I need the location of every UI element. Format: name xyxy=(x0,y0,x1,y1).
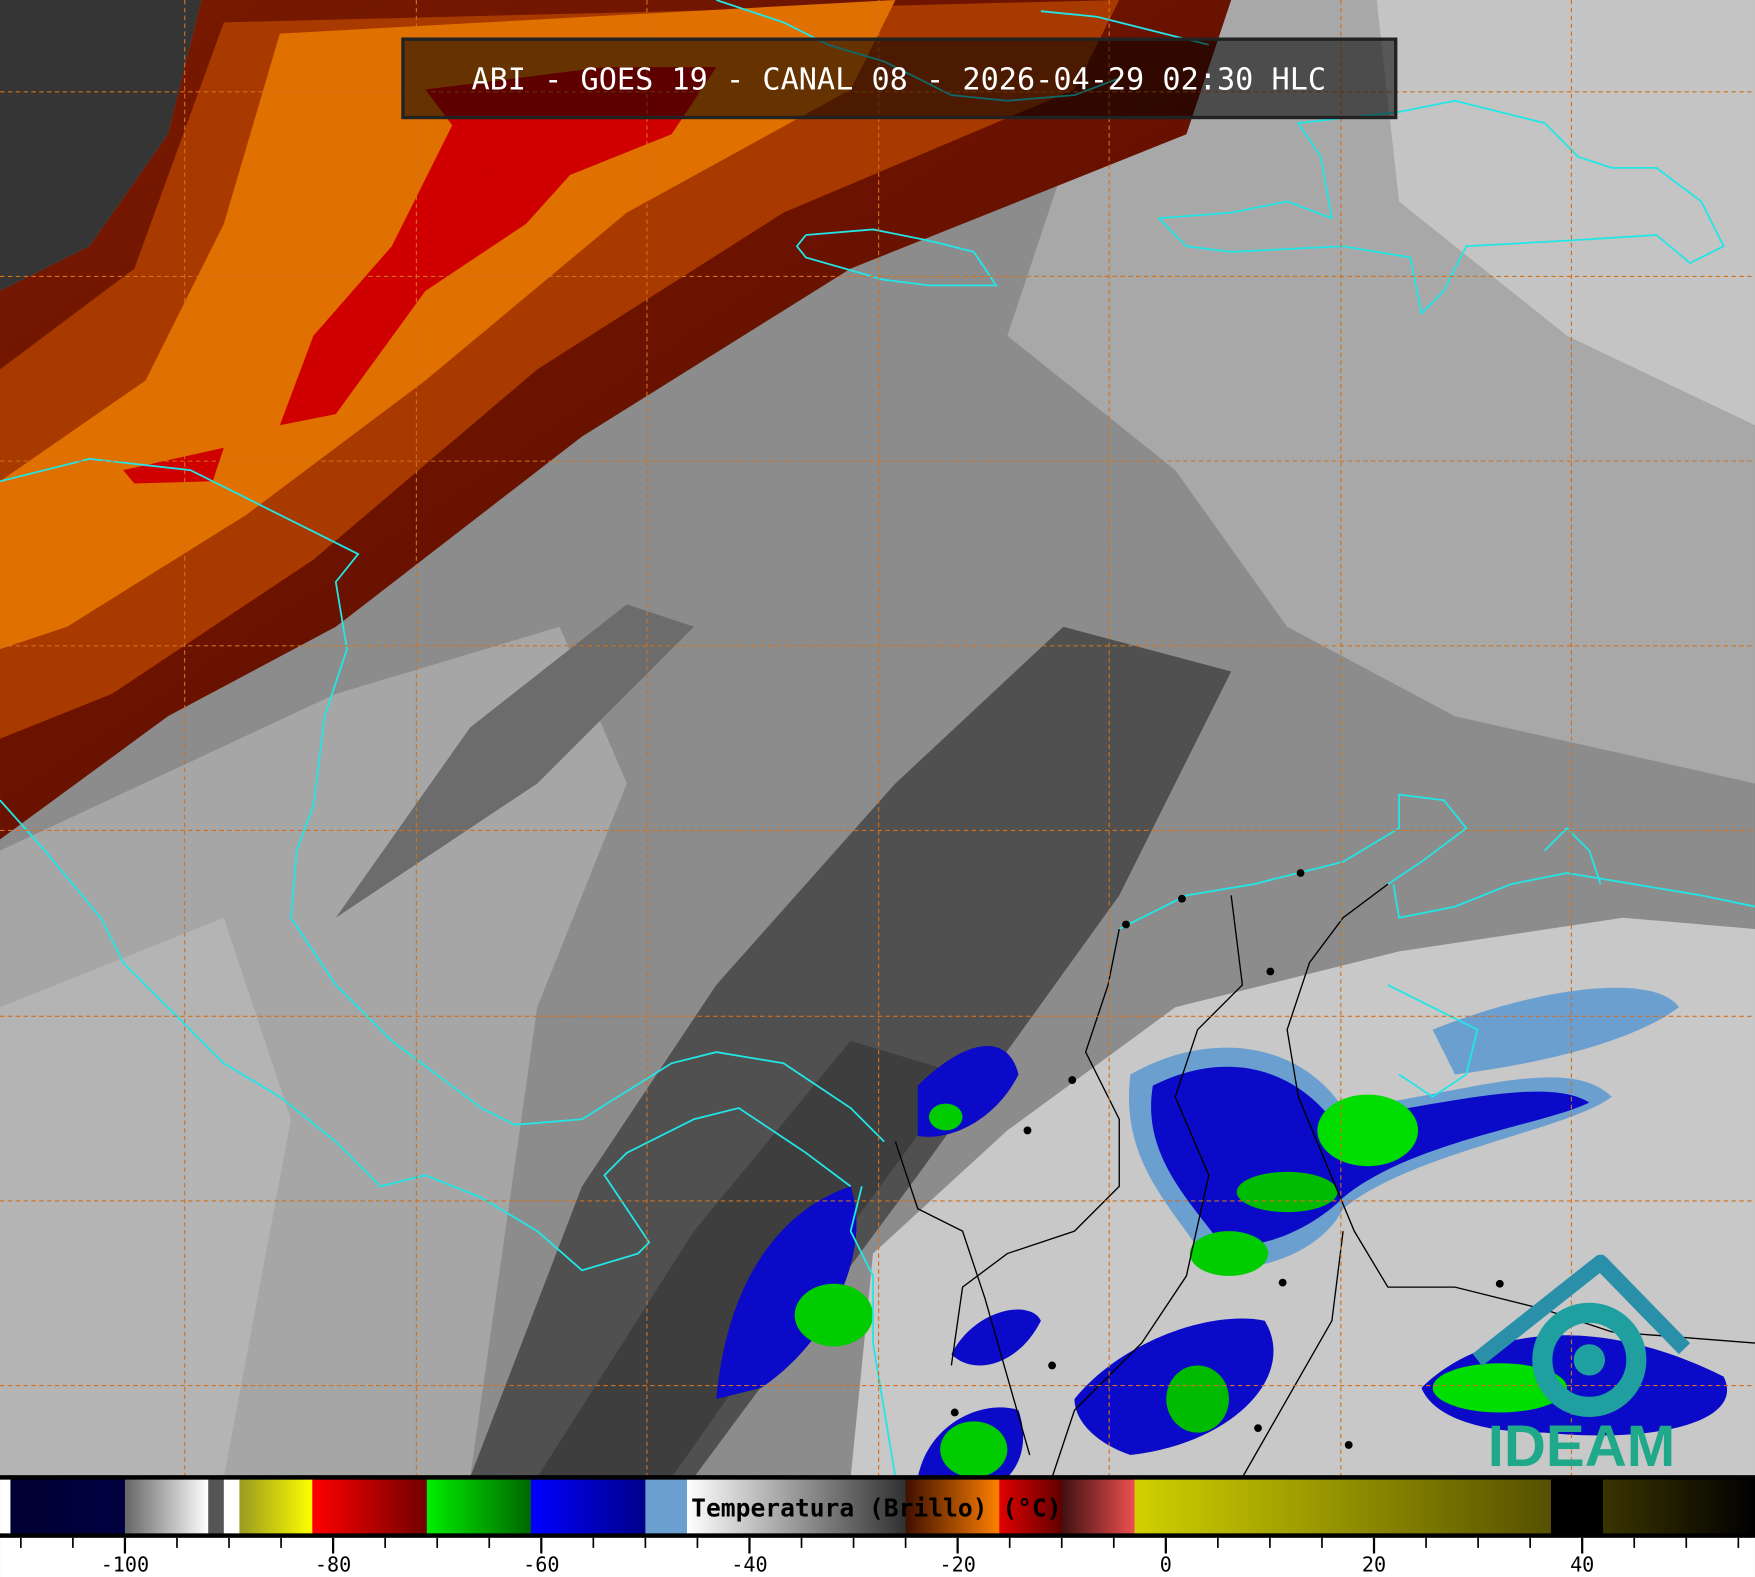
colorbar-label: Temperatura (Brillo) (°C) xyxy=(691,1494,1061,1523)
colorbar-segment xyxy=(1550,1479,1604,1534)
colorbar-segment xyxy=(645,1479,688,1534)
colorbar-segment xyxy=(1134,1479,1552,1534)
colorbar-segment xyxy=(0,1479,11,1534)
title-text: ABI - GOES 19 - CANAL 08 - 2026-04-29 02… xyxy=(471,63,1326,98)
colorbar-segments xyxy=(0,1479,1755,1534)
colorbar-segment xyxy=(124,1479,209,1534)
colorbar-ticks: -100 -80 -60 -40 -20 0 20 40 xyxy=(19,1537,1740,1576)
colorbar-tick-label: 0 xyxy=(1160,1552,1172,1576)
city-markers xyxy=(950,869,1504,1449)
colorbar-tick-label: -80 xyxy=(315,1552,351,1576)
colorbar-segment xyxy=(426,1479,532,1534)
colorbar-tick-label: 40 xyxy=(1570,1552,1594,1576)
colorbar-segment xyxy=(999,1479,1063,1534)
colorbar-tick-label: 20 xyxy=(1362,1552,1386,1576)
convective-clouds xyxy=(716,987,1728,1478)
colorbar-segment xyxy=(10,1479,126,1534)
map-imagery xyxy=(0,0,1755,1478)
colorbar-tick-label: -100 xyxy=(101,1552,149,1576)
colorbar-segment xyxy=(1603,1479,1755,1534)
title-box: ABI - GOES 19 - CANAL 08 - 2026-04-29 02… xyxy=(401,37,1398,120)
colorbar-segment xyxy=(223,1479,240,1534)
colorbar-tick-label: -40 xyxy=(731,1552,767,1576)
ideam-logo: IDEAM xyxy=(1472,1254,1691,1479)
coastlines xyxy=(0,0,1755,1478)
colorbar-segment xyxy=(687,1479,907,1534)
colorbar-segment xyxy=(239,1479,313,1534)
colorbar-segment xyxy=(530,1479,646,1534)
colorbar-segment xyxy=(905,1479,1000,1534)
colorbar: -100 -80 -60 -40 -20 0 20 40 Temperatura (Brill… xyxy=(0,1475,1755,1577)
colorbar-tick-label: -60 xyxy=(523,1552,559,1576)
colorbar-segment xyxy=(312,1479,428,1534)
colorbar-segment xyxy=(208,1479,225,1534)
logo-text: IDEAM xyxy=(1488,1414,1676,1479)
colorbar-segment xyxy=(1061,1479,1136,1534)
colorbar-tick-label: -20 xyxy=(939,1552,975,1576)
